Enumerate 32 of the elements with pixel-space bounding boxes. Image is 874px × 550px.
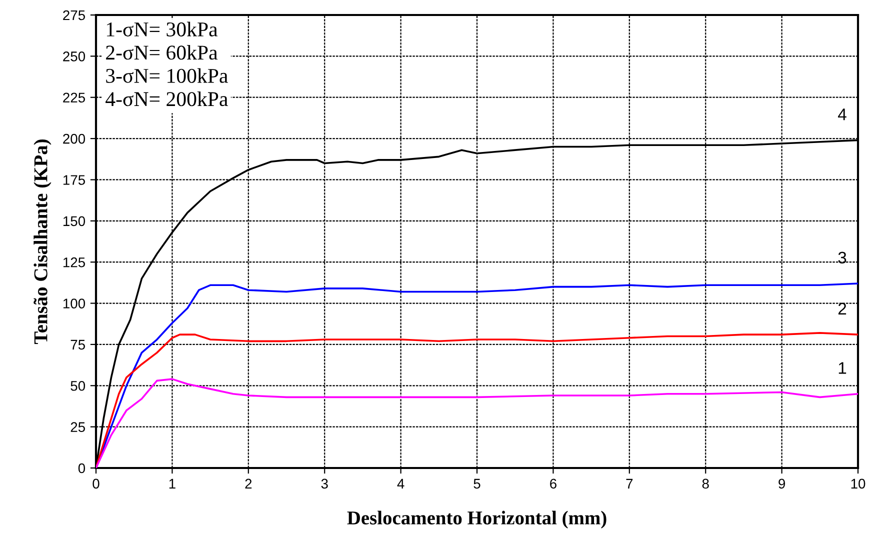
x-tick-label: 8	[702, 478, 709, 489]
y-tick-label: 275	[63, 10, 86, 20]
x-tick-label: 2	[245, 478, 252, 488]
y-tick-label: 0	[78, 463, 86, 474]
annotation: 3-σN= 100kPa	[106, 68, 228, 83]
series-label: 1	[838, 362, 846, 374]
y-axis-title: Tensão Cisalhante (KPa)	[34, 140, 52, 344]
x-tick-label: 3	[321, 478, 328, 489]
y-tick-label: 250	[63, 52, 86, 62]
y-tick-label: 75	[70, 340, 86, 350]
y-tick-label: 175	[63, 175, 86, 185]
y-tick-label: 150	[63, 216, 86, 226]
x-tick-label: 1	[169, 478, 176, 488]
x-tick-label: 10	[851, 478, 866, 489]
y-tick-label: 100	[63, 298, 86, 308]
annotation: 4-σN= 200kPa	[106, 91, 228, 106]
series-label: 4	[838, 108, 846, 120]
x-tick-label: 0	[92, 478, 100, 489]
y-tick-label: 50	[70, 380, 86, 391]
y-tick-label: 125	[63, 257, 86, 268]
annotation: 1-σN= 30kPa	[106, 22, 218, 36]
x-tick-label: 9	[778, 478, 786, 489]
x-tick-label: 6	[550, 478, 556, 489]
x-tick-label: 5	[474, 478, 480, 489]
x-axis-title: Deslocamento Horizontal (mm)	[347, 510, 606, 528]
annotation: 2-σN= 60kPa	[106, 45, 218, 60]
x-tick-label: 4	[397, 478, 404, 488]
y-tick-label: 225	[63, 92, 86, 103]
y-tick-label: 200	[63, 134, 86, 144]
y-tick-label: 25	[70, 422, 86, 432]
x-tick-label: 7	[626, 478, 633, 488]
series-label: 2	[838, 302, 846, 314]
